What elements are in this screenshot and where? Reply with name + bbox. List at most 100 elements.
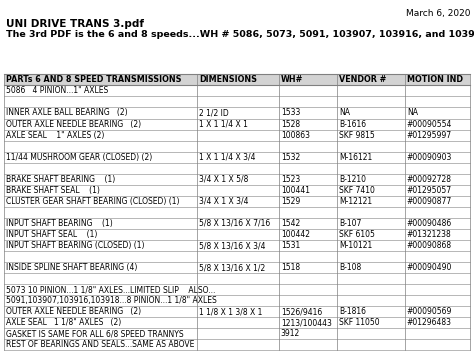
Text: WH#: WH#: [281, 75, 303, 84]
Bar: [4, 273, 197, 284]
Bar: [337, 74, 405, 85]
Bar: [197, 262, 279, 273]
Bar: [4, 262, 197, 273]
Text: #01321238: #01321238: [407, 230, 452, 239]
Text: NA: NA: [407, 108, 418, 118]
Bar: [197, 163, 279, 174]
Bar: [405, 108, 470, 119]
Text: AXLE SEAL    1" AXLES (2): AXLE SEAL 1" AXLES (2): [6, 131, 104, 139]
Bar: [4, 85, 197, 96]
Text: #00092728: #00092728: [407, 175, 452, 184]
Bar: [337, 218, 405, 229]
Bar: [405, 329, 470, 339]
Text: 1529: 1529: [281, 197, 300, 206]
Text: SKF 11050: SKF 11050: [339, 318, 380, 327]
Bar: [405, 141, 470, 152]
Bar: [279, 317, 337, 329]
Text: AXLE SEAL   1 1/8" AXLES   (2): AXLE SEAL 1 1/8" AXLES (2): [6, 318, 121, 327]
Bar: [405, 74, 470, 85]
Text: M-10121: M-10121: [339, 241, 373, 250]
Bar: [197, 130, 279, 141]
Bar: [279, 284, 337, 295]
Bar: [279, 339, 337, 350]
Bar: [337, 207, 405, 218]
Bar: [279, 218, 337, 229]
Bar: [337, 108, 405, 119]
Text: 1518: 1518: [281, 263, 300, 272]
Text: 5086   4 PINION...1" AXLES: 5086 4 PINION...1" AXLES: [6, 86, 108, 96]
Bar: [4, 141, 197, 152]
Text: 1 X 1 1/4 X 1: 1 X 1 1/4 X 1: [199, 120, 248, 129]
Bar: [337, 273, 405, 284]
Bar: [337, 329, 405, 339]
Bar: [197, 207, 279, 218]
Text: 5091,103907,103916,103918...8 PINION...1 1/8" AXLES: 5091,103907,103916,103918...8 PINION...1…: [6, 296, 217, 305]
Bar: [405, 306, 470, 317]
Text: 5/8 X 13/16 X 3/4: 5/8 X 13/16 X 3/4: [199, 241, 266, 250]
Text: 1533: 1533: [281, 108, 300, 118]
Bar: [197, 74, 279, 85]
Text: #00090569: #00090569: [407, 307, 452, 316]
Bar: [4, 207, 197, 218]
Text: 1523: 1523: [281, 175, 300, 184]
Text: 100441: 100441: [281, 186, 310, 195]
Bar: [279, 240, 337, 251]
Bar: [197, 141, 279, 152]
Text: 11/44 MUSHROOM GEAR (CLOSED) (2): 11/44 MUSHROOM GEAR (CLOSED) (2): [6, 153, 152, 162]
Bar: [197, 317, 279, 329]
Bar: [4, 218, 197, 229]
Bar: [279, 295, 337, 306]
Bar: [4, 152, 197, 163]
Bar: [197, 96, 279, 108]
Bar: [405, 152, 470, 163]
Bar: [279, 119, 337, 130]
Bar: [279, 163, 337, 174]
Bar: [4, 163, 197, 174]
Bar: [405, 218, 470, 229]
Text: #00090554: #00090554: [407, 120, 452, 129]
Bar: [197, 218, 279, 229]
Bar: [279, 174, 337, 185]
Bar: [405, 96, 470, 108]
Bar: [197, 152, 279, 163]
Bar: [4, 251, 197, 262]
Bar: [405, 185, 470, 196]
Text: INPUT SHAFT BEARING    (1): INPUT SHAFT BEARING (1): [6, 219, 112, 228]
Bar: [279, 108, 337, 119]
Bar: [197, 306, 279, 317]
Bar: [337, 163, 405, 174]
Bar: [4, 119, 197, 130]
Bar: [405, 339, 470, 350]
Bar: [405, 130, 470, 141]
Text: 1532: 1532: [281, 153, 300, 162]
Bar: [279, 196, 337, 207]
Text: NA: NA: [339, 108, 350, 118]
Bar: [197, 108, 279, 119]
Bar: [337, 339, 405, 350]
Text: MOTION IND: MOTION IND: [407, 75, 463, 84]
Bar: [197, 284, 279, 295]
Bar: [337, 262, 405, 273]
Bar: [405, 295, 470, 306]
Bar: [4, 240, 197, 251]
Text: OUTER AXLE NEEDLE BEARING   (2): OUTER AXLE NEEDLE BEARING (2): [6, 307, 141, 316]
Text: B-1616: B-1616: [339, 120, 366, 129]
Text: VENDOR #: VENDOR #: [339, 75, 387, 84]
Text: 3912: 3912: [281, 329, 300, 338]
Text: 3/4 X 1 X 5/8: 3/4 X 1 X 5/8: [199, 175, 249, 184]
Text: M-16121: M-16121: [339, 153, 373, 162]
Bar: [279, 229, 337, 240]
Text: GASKET IS SAME FOR ALL 6/8 SPEED TRANNYS: GASKET IS SAME FOR ALL 6/8 SPEED TRANNYS: [6, 329, 183, 338]
Bar: [405, 251, 470, 262]
Bar: [197, 229, 279, 240]
Bar: [279, 152, 337, 163]
Text: 5073 10 PINION...1 1/8" AXLES...LIMITED SLIP    ALSO...: 5073 10 PINION...1 1/8" AXLES...LIMITED …: [6, 285, 215, 294]
Text: BRAKE SHAFT BEARING    (1): BRAKE SHAFT BEARING (1): [6, 175, 115, 184]
Bar: [405, 207, 470, 218]
Text: SKF 9815: SKF 9815: [339, 131, 375, 139]
Bar: [197, 119, 279, 130]
Text: B-1210: B-1210: [339, 175, 366, 184]
Bar: [405, 262, 470, 273]
Bar: [405, 284, 470, 295]
Bar: [337, 174, 405, 185]
